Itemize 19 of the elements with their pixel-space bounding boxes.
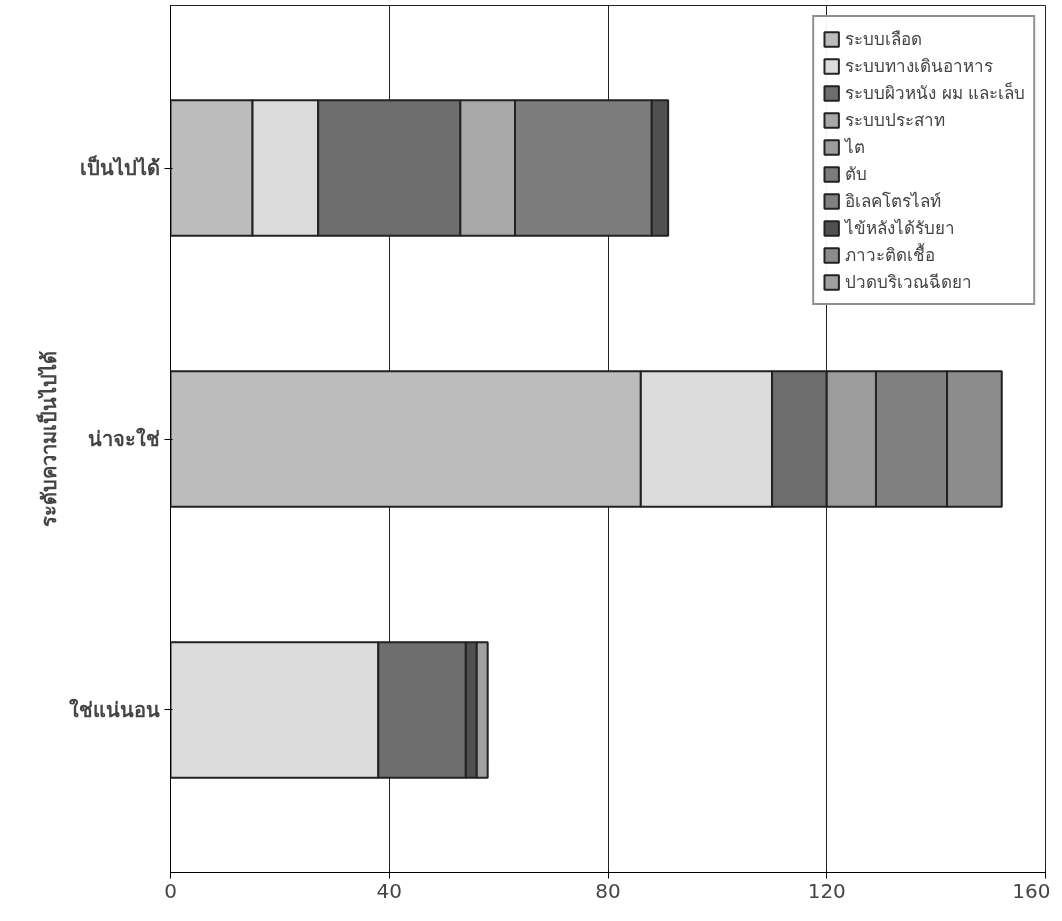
legend-label: ไข้หลังได้รับยา (845, 217, 956, 240)
legend-label: ตับ (845, 163, 868, 186)
legend-label: ระบบประสาท (845, 109, 946, 132)
legend-label: ระบบผิวหนัง ผม และเล็บ (845, 81, 1025, 105)
y-axis-title: ระดับความเป็นไปได้ (35, 351, 61, 527)
legend-label: ภาวะติดเชื้อ (845, 242, 936, 267)
x-tick-label: 120 (807, 878, 846, 903)
x-tick-label: 0 (164, 878, 177, 903)
y-tick-label: เป็นไปได้ (79, 155, 160, 181)
legend-label: ปวดบริเวณฉีดยา (845, 271, 973, 294)
x-tick-label: 80 (595, 878, 621, 903)
y-tick-label: ใช่แน่นอน (68, 697, 160, 722)
legend-label: ระบบทางเดินอาหาร (845, 55, 994, 78)
x-tick-label: 160 (1012, 878, 1051, 903)
legend-label: อิเลคโตรไลท์ (845, 190, 942, 213)
y-tick-label: น่าจะใช่ (87, 427, 160, 451)
legend-label: ระบบเลือด (845, 28, 923, 51)
legend-label: ไต (845, 136, 866, 159)
x-tick-label: 40 (376, 878, 402, 903)
